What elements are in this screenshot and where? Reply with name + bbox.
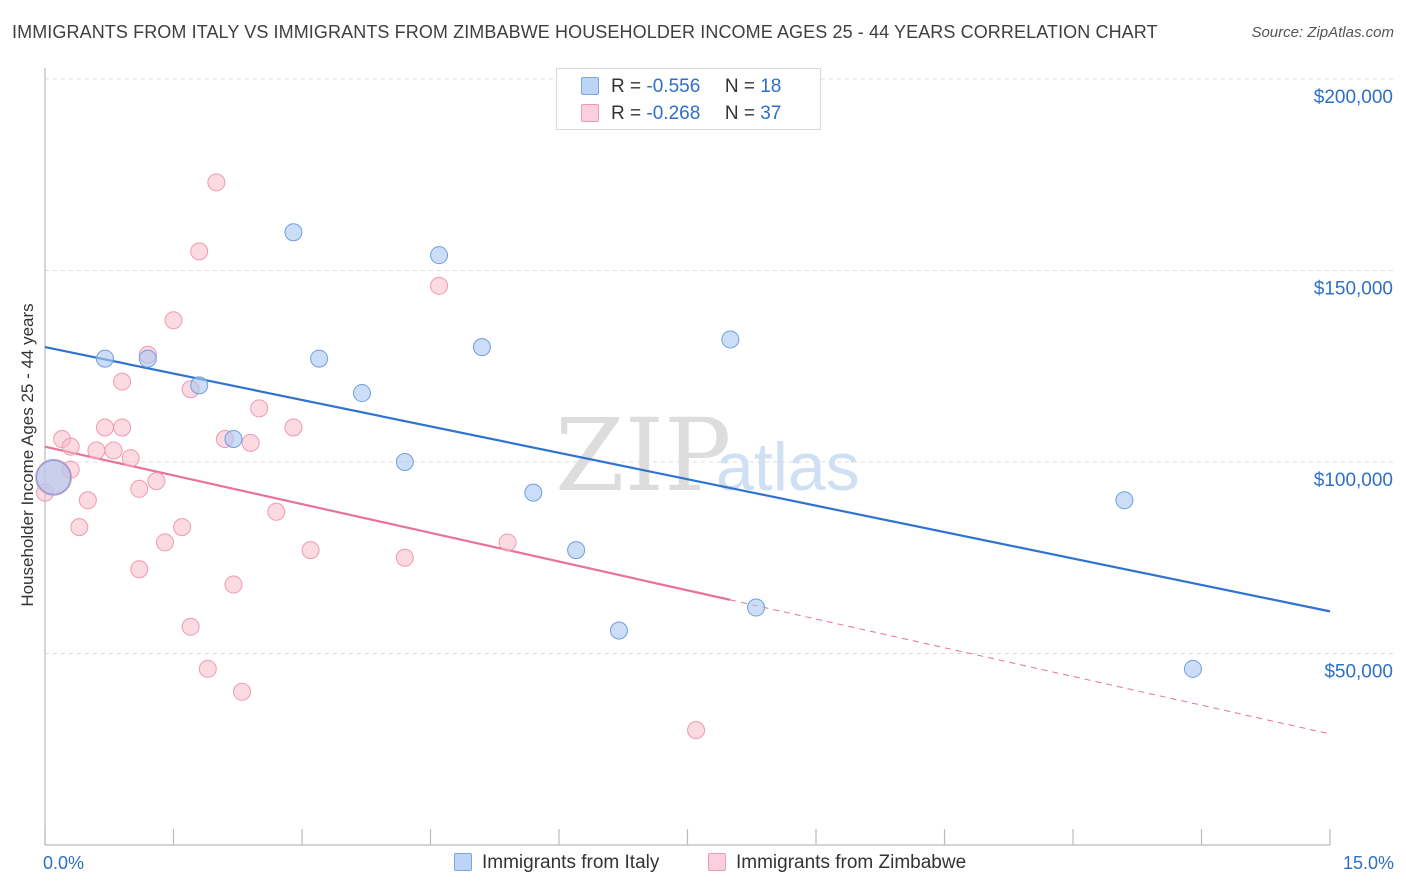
zimbabwe-swatch bbox=[581, 104, 599, 122]
zimbabwe-point bbox=[121, 449, 140, 468]
zimbabwe-point bbox=[173, 518, 192, 537]
trend-lines bbox=[44, 346, 1331, 735]
legend-row-zimbabwe: R = -0.268 N = 37 bbox=[581, 103, 781, 125]
zimbabwe-point bbox=[181, 617, 200, 636]
y-axis-label: Householder Income Ages 25 - 44 years bbox=[18, 303, 37, 607]
zimbabwe-point bbox=[164, 311, 183, 330]
italy-swatch bbox=[581, 77, 599, 95]
italy-point bbox=[224, 430, 243, 449]
italy-trend-line bbox=[44, 346, 1331, 613]
y-tick-label: $50,000 bbox=[1324, 662, 1393, 683]
zimbabwe-point bbox=[130, 560, 149, 579]
zimbabwe-point bbox=[70, 518, 89, 537]
zimbabwe-point bbox=[147, 472, 166, 491]
zimbabwe-r-label: R = bbox=[611, 103, 642, 124]
zimbabwe-point bbox=[207, 173, 226, 192]
zimbabwe-trend-extrapolated bbox=[730, 599, 1331, 735]
zimbabwe-point bbox=[78, 491, 97, 510]
italy-point bbox=[524, 483, 543, 502]
zimbabwe-point bbox=[301, 541, 320, 560]
italy-point bbox=[138, 349, 157, 368]
italy-point bbox=[1115, 491, 1134, 510]
italy-point bbox=[747, 598, 766, 617]
zimbabwe-point bbox=[687, 721, 706, 740]
watermark-zip: ZIP bbox=[555, 397, 731, 514]
x-tick-label-min: 0.0% bbox=[43, 853, 85, 873]
zimbabwe-point bbox=[190, 242, 209, 261]
italy-point bbox=[190, 376, 209, 395]
axes bbox=[44, 68, 1331, 846]
zimbabwe-point bbox=[498, 533, 517, 552]
italy-point bbox=[472, 338, 491, 357]
zimbabwe-point bbox=[130, 479, 149, 498]
zimbabwe-r-value: -0.268 bbox=[646, 103, 701, 124]
italy-point bbox=[395, 453, 414, 471]
chart-title: IMMIGRANTS FROM ITALY VS IMMIGRANTS FROM… bbox=[12, 22, 1158, 42]
zimbabwe-n-label: N = bbox=[724, 103, 755, 124]
y-tick-label: $200,000 bbox=[1314, 87, 1393, 108]
italy-point bbox=[1183, 659, 1202, 678]
bottom-zimbabwe-swatch bbox=[708, 853, 726, 871]
zimbabwe-point bbox=[284, 418, 303, 437]
italy-point bbox=[36, 459, 72, 495]
y-tick-labels: $50,000 $100,000 $150,000 $200,000 bbox=[1314, 87, 1393, 683]
zimbabwe-point bbox=[224, 575, 243, 594]
italy-r-value: -0.556 bbox=[646, 76, 701, 97]
bottom-legend-zimbabwe: Immigrants from Zimbabwe bbox=[708, 852, 966, 874]
zimbabwe-n-value: 37 bbox=[760, 103, 782, 124]
zimbabwe-trend-line bbox=[44, 445, 731, 601]
italy-point bbox=[95, 349, 114, 368]
italy-point bbox=[567, 541, 586, 560]
bottom-zimbabwe-label: Immigrants from Zimbabwe bbox=[736, 852, 967, 873]
italy-point bbox=[430, 246, 449, 265]
zimbabwe-point bbox=[395, 548, 414, 567]
italy-point bbox=[609, 621, 628, 640]
zimbabwe-point bbox=[87, 441, 106, 460]
correlation-legend: R = -0.556 N = 18 R = -0.268 N = 37 bbox=[556, 68, 821, 130]
zimbabwe-point bbox=[233, 682, 252, 701]
zimbabwe-point bbox=[155, 533, 174, 552]
data-points bbox=[35, 173, 1202, 740]
zimbabwe-point bbox=[250, 399, 269, 418]
bottom-italy-swatch bbox=[454, 853, 472, 871]
italy-n-label: N = bbox=[724, 76, 755, 97]
legend-row-italy: R = -0.556 N = 18 bbox=[581, 76, 781, 98]
watermark: ZIP atlas bbox=[555, 397, 860, 514]
y-tick-label: $150,000 bbox=[1314, 279, 1393, 300]
zimbabwe-point bbox=[430, 276, 449, 295]
gridlines bbox=[45, 78, 1395, 654]
italy-point bbox=[352, 384, 371, 403]
italy-point bbox=[721, 330, 740, 349]
zimbabwe-point bbox=[113, 418, 132, 437]
italy-point bbox=[284, 223, 303, 242]
zimbabwe-point bbox=[241, 433, 260, 452]
watermark-atlas: atlas bbox=[716, 429, 860, 505]
source-label: Source: ZipAtlas.com bbox=[1251, 24, 1394, 41]
zimbabwe-point bbox=[267, 502, 286, 521]
zimbabwe-point bbox=[95, 418, 114, 437]
zimbabwe-point bbox=[113, 372, 132, 391]
bottom-legend-italy: Immigrants from Italy bbox=[454, 852, 659, 874]
zimbabwe-point bbox=[61, 437, 80, 456]
italy-n-value: 18 bbox=[760, 76, 782, 97]
zimbabwe-point bbox=[198, 659, 217, 678]
x-tick-label-max: 15.0% bbox=[1342, 853, 1394, 873]
italy-point bbox=[310, 349, 329, 368]
italy-r-label: R = bbox=[611, 76, 642, 97]
bottom-italy-label: Immigrants from Italy bbox=[482, 852, 660, 873]
zimbabwe-point bbox=[104, 441, 123, 460]
y-tick-label: $100,000 bbox=[1314, 470, 1393, 491]
